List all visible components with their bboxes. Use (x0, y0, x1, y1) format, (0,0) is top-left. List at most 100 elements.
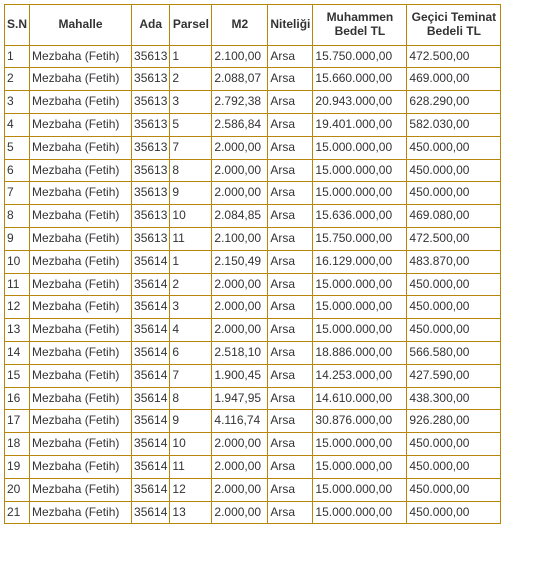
cell: 15 (5, 364, 30, 387)
cell: Mezbaha (Fetih) (30, 227, 132, 250)
cell: 35614 (132, 273, 170, 296)
cell: 15.000.000,00 (313, 478, 407, 501)
cell: 2.000,00 (212, 433, 268, 456)
cell: 4 (5, 113, 30, 136)
cell: Arsa (268, 410, 313, 433)
table-row: 2Mezbaha (Fetih)3561322.088,07Arsa15.660… (5, 68, 501, 91)
cell: 469.080,00 (407, 205, 501, 228)
cell: 35613 (132, 136, 170, 159)
cell: 10 (5, 250, 30, 273)
cell: 35614 (132, 455, 170, 478)
cell: 4 (170, 319, 212, 342)
table-row: 8Mezbaha (Fetih)35613102.084,85Arsa15.63… (5, 205, 501, 228)
cell: 1 (170, 45, 212, 68)
cell: 450.000,00 (407, 159, 501, 182)
cell: 450.000,00 (407, 136, 501, 159)
cell: Arsa (268, 341, 313, 364)
cell: 6 (170, 341, 212, 364)
cell: 450.000,00 (407, 501, 501, 524)
cell: 7 (170, 364, 212, 387)
cell: 5 (5, 136, 30, 159)
table-row: 4Mezbaha (Fetih)3561352.586,84Arsa19.401… (5, 113, 501, 136)
cell: 2.000,00 (212, 319, 268, 342)
cell: 2.100,00 (212, 227, 268, 250)
cell: 13 (5, 319, 30, 342)
table-row: 20Mezbaha (Fetih)35614122.000,00Arsa15.0… (5, 478, 501, 501)
cell: Mezbaha (Fetih) (30, 364, 132, 387)
cell: 3 (170, 91, 212, 114)
table-row: 16Mezbaha (Fetih)3561481.947,95Arsa14.61… (5, 387, 501, 410)
cell: 35613 (132, 159, 170, 182)
cell: 2.000,00 (212, 273, 268, 296)
cell: 35613 (132, 91, 170, 114)
cell: Mezbaha (Fetih) (30, 45, 132, 68)
cell: 2.000,00 (212, 159, 268, 182)
cell: Arsa (268, 387, 313, 410)
cell: 35613 (132, 205, 170, 228)
cell: Mezbaha (Fetih) (30, 182, 132, 205)
table-row: 13Mezbaha (Fetih)3561442.000,00Arsa15.00… (5, 319, 501, 342)
cell: 450.000,00 (407, 478, 501, 501)
cell: 15.000.000,00 (313, 273, 407, 296)
cell: 3 (5, 91, 30, 114)
cell: 450.000,00 (407, 296, 501, 319)
cell: Arsa (268, 91, 313, 114)
table-head: S.NMahalleAdaParselM2NiteliğiMuhammen Be… (5, 5, 501, 46)
cell: 35614 (132, 341, 170, 364)
cell: 7 (5, 182, 30, 205)
cell: 472.500,00 (407, 45, 501, 68)
cell: 35613 (132, 113, 170, 136)
cell: 2.000,00 (212, 182, 268, 205)
cell: 35614 (132, 387, 170, 410)
cell: 15.000.000,00 (313, 159, 407, 182)
cell: 1 (5, 45, 30, 68)
cell: 19.401.000,00 (313, 113, 407, 136)
cell: 10 (170, 433, 212, 456)
cell: 1 (170, 250, 212, 273)
cell: 2.088,07 (212, 68, 268, 91)
table-row: 17Mezbaha (Fetih)3561494.116,74Arsa30.87… (5, 410, 501, 433)
cell: Mezbaha (Fetih) (30, 501, 132, 524)
cell: Arsa (268, 113, 313, 136)
table-row: 18Mezbaha (Fetih)35614102.000,00Arsa15.0… (5, 433, 501, 456)
cell: Mezbaha (Fetih) (30, 91, 132, 114)
col-header: Parsel (170, 5, 212, 46)
cell: 35613 (132, 227, 170, 250)
cell: 15.750.000,00 (313, 227, 407, 250)
table-row: 14Mezbaha (Fetih)3561462.518,10Arsa18.88… (5, 341, 501, 364)
cell: Mezbaha (Fetih) (30, 433, 132, 456)
cell: 483.870,00 (407, 250, 501, 273)
cell: 15.000.000,00 (313, 455, 407, 478)
col-header: Niteliği (268, 5, 313, 46)
cell: 2.586,84 (212, 113, 268, 136)
cell: 566.580,00 (407, 341, 501, 364)
col-header: Geçici Teminat Bedeli TL (407, 5, 501, 46)
table-row: 11Mezbaha (Fetih)3561422.000,00Arsa15.00… (5, 273, 501, 296)
cell: 2.000,00 (212, 501, 268, 524)
cell: Arsa (268, 159, 313, 182)
cell: Mezbaha (Fetih) (30, 319, 132, 342)
cell: 11 (170, 227, 212, 250)
cell: Arsa (268, 227, 313, 250)
cell: 30.876.000,00 (313, 410, 407, 433)
cell: 2.792,38 (212, 91, 268, 114)
cell: 2.000,00 (212, 478, 268, 501)
cell: 8 (170, 159, 212, 182)
cell: Arsa (268, 250, 313, 273)
cell: 582.030,00 (407, 113, 501, 136)
cell: Arsa (268, 68, 313, 91)
table-row: 21Mezbaha (Fetih)35614132.000,00Arsa15.0… (5, 501, 501, 524)
cell: 4.116,74 (212, 410, 268, 433)
cell: Mezbaha (Fetih) (30, 455, 132, 478)
table-row: 1Mezbaha (Fetih)3561312.100,00Arsa15.750… (5, 45, 501, 68)
cell: Mezbaha (Fetih) (30, 136, 132, 159)
cell: 11 (170, 455, 212, 478)
cell: Arsa (268, 501, 313, 524)
cell: 15.000.000,00 (313, 136, 407, 159)
cell: 9 (5, 227, 30, 250)
cell: Mezbaha (Fetih) (30, 205, 132, 228)
cell: 2.000,00 (212, 455, 268, 478)
cell: 8 (170, 387, 212, 410)
cell: 35613 (132, 68, 170, 91)
cell: 13 (170, 501, 212, 524)
